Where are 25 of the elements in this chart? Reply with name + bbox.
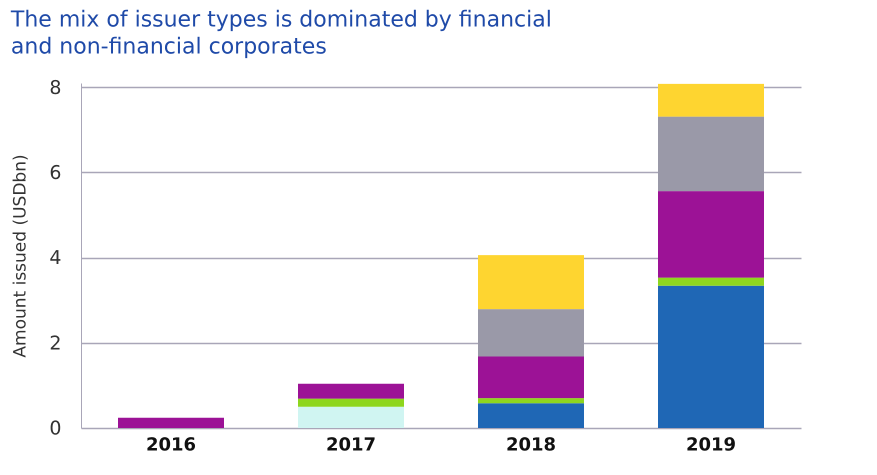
bar: [658, 191, 764, 278]
bar: [298, 398, 404, 407]
bar: [478, 356, 584, 398]
bar: [118, 418, 224, 428]
x-tick-label: 2018: [506, 434, 556, 456]
bar: [658, 286, 764, 428]
bar: [478, 403, 584, 428]
bar: [478, 398, 584, 404]
bar: [658, 84, 764, 117]
bar: [658, 278, 764, 286]
bar: [478, 309, 584, 356]
y-tick-label: 8: [49, 76, 62, 99]
x-tick-label: 2016: [146, 434, 196, 456]
y-tick-label: 4: [49, 247, 62, 270]
x-tick-label: 2017: [326, 434, 376, 456]
y-tick-label: 6: [49, 162, 62, 184]
y-axis-title: Amount issued (USDbn): [10, 154, 30, 358]
bar: [298, 384, 404, 399]
chart-title: The mix of issuer types is dominated by financial and non-financial corporates: [10, 7, 552, 60]
bar: [478, 255, 584, 310]
x-tick-label: 2019: [686, 434, 736, 456]
y-tick-label: 2: [49, 332, 62, 354]
bar: [298, 406, 404, 428]
bar: [658, 116, 764, 192]
y-tick-label: 0: [49, 418, 62, 440]
